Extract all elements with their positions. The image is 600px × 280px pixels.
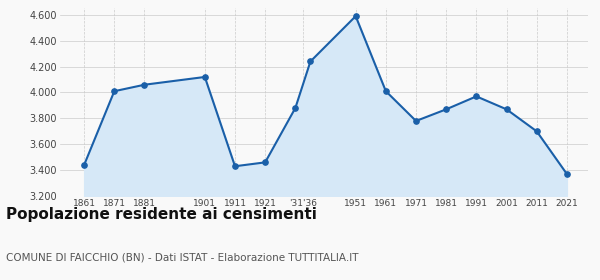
Text: Popolazione residente ai censimenti: Popolazione residente ai censimenti [6,207,317,222]
Text: COMUNE DI FAICCHIO (BN) - Dati ISTAT - Elaborazione TUTTITALIA.IT: COMUNE DI FAICCHIO (BN) - Dati ISTAT - E… [6,252,359,262]
